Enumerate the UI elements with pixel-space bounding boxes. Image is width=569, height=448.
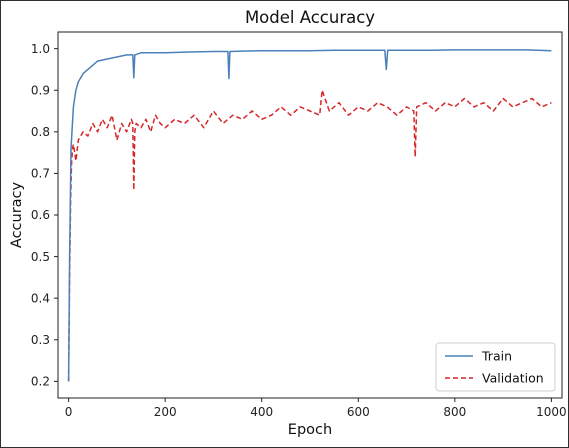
- legend: Train Validation: [435, 342, 556, 392]
- chart-title: Model Accuracy: [245, 8, 375, 27]
- y-tick-label: 0.9: [31, 83, 50, 97]
- y-tick-label: 0.7: [31, 167, 50, 181]
- x-axis: 0 200 400 600 800 1000: [65, 398, 567, 419]
- x-axis-title: Epoch: [288, 422, 332, 438]
- series-line-train: [67, 49, 552, 382]
- x-tick-label: 0: [65, 405, 73, 419]
- x-tick-label: 1000: [536, 405, 567, 419]
- y-tick-label: 0.6: [31, 208, 50, 222]
- x-tick-label: 400: [250, 405, 273, 419]
- legend-label-train: Train: [481, 349, 512, 364]
- x-tick-label: 600: [347, 405, 370, 419]
- x-tick-label: 200: [154, 405, 177, 419]
- y-tick-label: 1.0: [31, 42, 50, 56]
- y-tick-label: 0.4: [31, 291, 50, 305]
- series-layer: [67, 49, 552, 382]
- y-tick-label: 0.3: [31, 333, 50, 347]
- y-axis-title: Accuracy: [9, 181, 25, 248]
- x-tick-label: 800: [443, 405, 466, 419]
- legend-box: [435, 342, 556, 392]
- plot-area: [57, 31, 563, 399]
- y-tick-label: 0.5: [31, 250, 50, 264]
- y-axis: 0.2 0.3 0.4 0.5 0.6 0.7 0.8 0.9 1.0: [31, 42, 58, 389]
- series-line-validation: [67, 89, 552, 382]
- y-tick-label: 0.8: [31, 125, 50, 139]
- legend-label-validation: Validation: [482, 371, 544, 386]
- y-tick-label: 0.2: [31, 375, 50, 389]
- axes-frame: [57, 31, 563, 399]
